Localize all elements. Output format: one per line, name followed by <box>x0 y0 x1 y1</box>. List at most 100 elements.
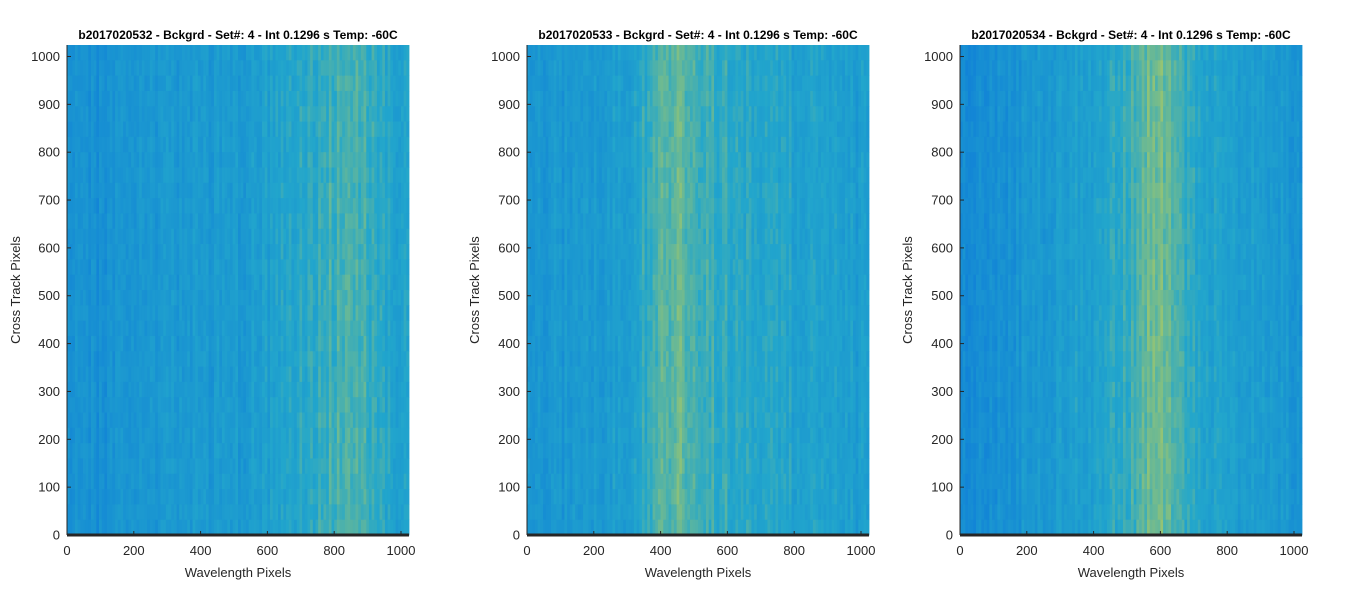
heatmap-cell <box>358 335 362 352</box>
heatmap-cell <box>267 290 271 306</box>
heatmap-cell <box>171 274 175 291</box>
heatmap-cell <box>181 136 185 153</box>
heatmap-cell <box>165 381 169 398</box>
heatmap-cell <box>93 397 97 413</box>
heatmap-cell <box>291 504 295 521</box>
heatmap-cell <box>85 397 89 413</box>
heatmap-cell <box>347 305 351 322</box>
heatmap-cell <box>529 259 533 276</box>
heatmap-cell <box>115 60 119 77</box>
heatmap-cell <box>580 305 584 322</box>
heatmap-cell <box>205 198 210 214</box>
heatmap-cell <box>144 167 148 184</box>
heatmap-cell <box>254 259 258 276</box>
heatmap-cell <box>585 351 589 367</box>
heatmap-cell <box>187 259 191 276</box>
heatmap-cell <box>224 458 228 475</box>
heatmap-cell <box>567 305 571 322</box>
heatmap-cell <box>133 489 137 505</box>
heatmap-cell <box>168 473 172 490</box>
heatmap-cell <box>575 290 579 306</box>
heatmap-cell <box>382 106 386 122</box>
heatmap-cell <box>567 397 571 413</box>
heatmap-cell <box>93 167 97 184</box>
heatmap-cell <box>251 519 255 536</box>
heatmap-cell <box>312 290 316 306</box>
heatmap-cell <box>181 182 185 199</box>
heatmap-cell <box>535 412 539 429</box>
heatmap-cell <box>382 443 386 459</box>
heatmap-cell <box>336 381 340 398</box>
heatmap-cell <box>125 182 129 199</box>
heatmap-cell <box>272 335 276 352</box>
heatmap-cell <box>551 443 555 459</box>
heatmap-cell <box>189 198 193 214</box>
heatmap-cell <box>275 60 279 77</box>
heatmap-cell <box>203 152 207 168</box>
heatmap-cell <box>232 320 236 337</box>
heatmap-cell <box>120 290 124 306</box>
heatmap-cell <box>596 121 600 138</box>
heatmap-cell <box>312 443 316 459</box>
heatmap-cell <box>133 519 137 536</box>
heatmap-cell <box>246 335 250 352</box>
heatmap-cell <box>312 136 316 153</box>
heatmap-cell <box>561 305 565 322</box>
heatmap-cell <box>551 259 555 276</box>
heatmap-cell <box>537 320 541 337</box>
x-tick-label: 800 <box>323 543 345 558</box>
heatmap-cell <box>379 412 383 429</box>
heatmap-cell <box>243 427 247 444</box>
heatmap-cell <box>80 198 84 214</box>
heatmap-cell <box>545 121 549 138</box>
heatmap-cell <box>406 381 410 398</box>
heatmap-cell <box>527 473 531 490</box>
heatmap-cell <box>339 213 343 230</box>
heatmap-cell <box>216 60 220 77</box>
heatmap-cell <box>235 489 239 505</box>
heatmap-cell <box>580 259 584 276</box>
heatmap-cell <box>360 504 364 521</box>
heatmap-cell <box>553 136 557 153</box>
heatmap-cell <box>556 489 560 505</box>
heatmap-cell <box>374 519 378 536</box>
heatmap-cell <box>387 152 391 168</box>
heatmap-cell <box>117 45 121 61</box>
heatmap-cell <box>572 244 576 260</box>
heatmap-cell <box>400 198 405 214</box>
heatmap-cell <box>181 213 185 230</box>
heatmap-cell <box>588 244 592 260</box>
heatmap-cell <box>344 381 348 398</box>
heatmap-cell <box>374 351 378 367</box>
heatmap-cell <box>583 106 587 122</box>
heatmap-cell <box>395 305 399 322</box>
heatmap-cell <box>221 427 226 444</box>
heatmap-cell <box>165 443 169 459</box>
heatmap-cell <box>270 427 274 444</box>
heatmap-cell <box>235 45 239 61</box>
heatmap-cell <box>302 213 306 230</box>
heatmap-cell <box>342 75 346 92</box>
heatmap-cell <box>403 244 407 260</box>
heatmap-cell <box>395 397 399 413</box>
heatmap-cell <box>259 335 263 352</box>
heatmap-cell <box>575 167 579 184</box>
heatmap-cell <box>203 228 207 245</box>
heatmap-cell <box>125 121 129 138</box>
heatmap-cell <box>67 366 71 383</box>
heatmap-cell <box>567 320 571 337</box>
heatmap-cell <box>350 412 354 429</box>
heatmap-cell <box>91 489 95 505</box>
heatmap-cell <box>203 259 207 276</box>
heatmap-cell <box>406 182 410 199</box>
heatmap-cell <box>280 244 284 260</box>
heatmap-cell <box>350 427 354 444</box>
heatmap-cell <box>323 381 327 398</box>
heatmap-cell <box>331 244 335 260</box>
heatmap-cell <box>200 106 204 122</box>
heatmap-cell <box>192 412 196 429</box>
heatmap-cell <box>358 121 362 138</box>
heatmap-cell <box>96 290 100 306</box>
heatmap-cell <box>304 274 308 291</box>
heatmap-cell <box>200 198 204 214</box>
